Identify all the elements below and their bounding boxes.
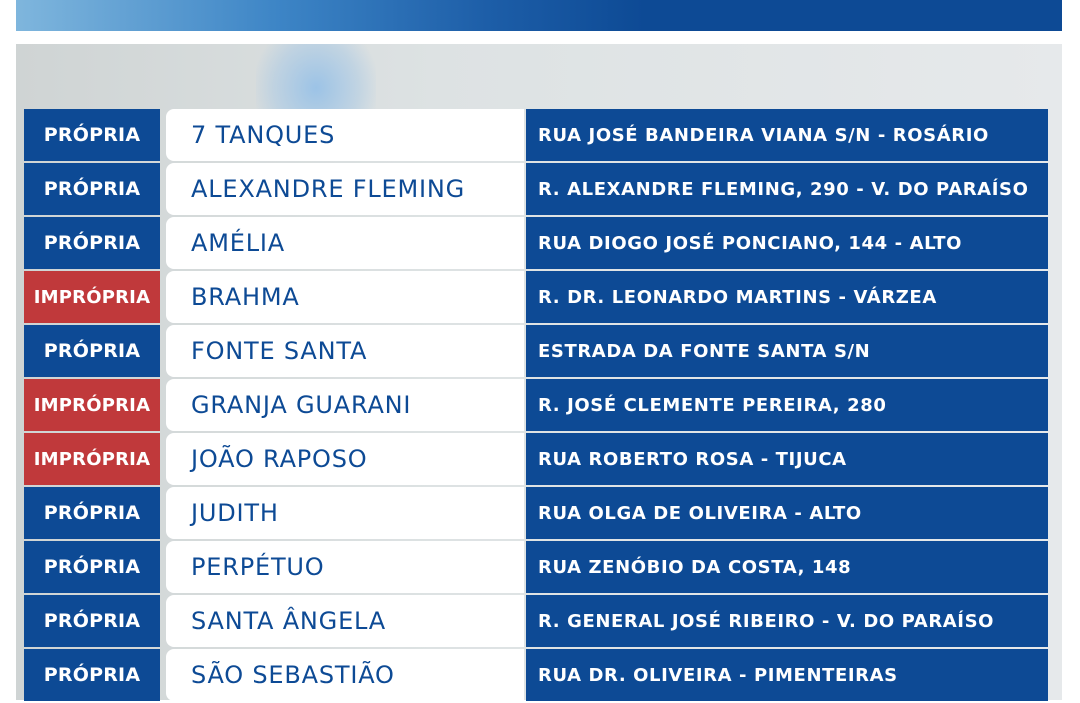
status-badge: PRÓPRIA [24, 487, 160, 539]
table-row: IMPRÓPRIA GRANJA GUARANI R. JOSÉ CLEMENTE … [24, 379, 1048, 431]
table-row: IMPRÓPRIA BRAHMA R. DR. LEONARDO MARTINS -… [24, 271, 1048, 323]
source-name: JOÃO RAPOSO [166, 433, 524, 485]
source-address: R. JOSÉ CLEMENTE PEREIRA, 280 [526, 379, 1048, 431]
source-name: ALEXANDRE FLEMING [166, 163, 524, 215]
source-name: FONTE SANTA [166, 325, 524, 377]
header-banner-image [16, 0, 1062, 31]
status-badge: PRÓPRIA [24, 649, 160, 701]
table-row: PRÓPRIA SANTA ÂNGELA R. GENERAL JOSÉ RIBEI… [24, 595, 1048, 647]
status-badge: IMPRÓPRIA [24, 433, 160, 485]
status-badge: PRÓPRIA [24, 325, 160, 377]
table-row: PRÓPRIA 7 TANQUES RUA JOSÉ BANDEIRA VIANA … [24, 109, 1048, 161]
source-name: GRANJA GUARANI [166, 379, 524, 431]
status-badge: IMPRÓPRIA [24, 271, 160, 323]
source-address: RUA ZENÓBIO DA COSTA, 148 [526, 541, 1048, 593]
table-row: PRÓPRIA FONTE SANTA ESTRADA DA FONTE SANTA… [24, 325, 1048, 377]
source-address: RUA DR. OLIVEIRA - PIMENTEIRAS [526, 649, 1048, 701]
table-row: PRÓPRIA JUDITH RUA OLGA DE OLIVEIRA - ALTO [24, 487, 1048, 539]
status-badge: IMPRÓPRIA [24, 379, 160, 431]
source-address: RUA JOSÉ BANDEIRA VIANA S/N - ROSÁRIO [526, 109, 1048, 161]
status-badge: PRÓPRIA [24, 217, 160, 269]
status-badge: PRÓPRIA [24, 163, 160, 215]
status-badge: PRÓPRIA [24, 541, 160, 593]
water-sources-table: PRÓPRIA 7 TANQUES RUA JOSÉ BANDEIRA VIANA … [24, 109, 1048, 703]
table-row: PRÓPRIA SÃO SEBASTIÃO RUA DR. OLIVEIRA - P… [24, 649, 1048, 701]
source-name: AMÉLIA [166, 217, 524, 269]
source-address: ESTRADA DA FONTE SANTA S/N [526, 325, 1048, 377]
table-row: PRÓPRIA PERPÉTUO RUA ZENÓBIO DA COSTA, 148 [24, 541, 1048, 593]
status-badge: PRÓPRIA [24, 109, 160, 161]
source-name: SANTA ÂNGELA [166, 595, 524, 647]
status-badge: PRÓPRIA [24, 595, 160, 647]
source-address: R. ALEXANDRE FLEMING, 290 - V. DO PARAÍS… [526, 163, 1048, 215]
source-name: SÃO SEBASTIÃO [166, 649, 524, 701]
source-name: JUDITH [166, 487, 524, 539]
source-address: RUA ROBERTO ROSA - TIJUCA [526, 433, 1048, 485]
source-address: R. DR. LEONARDO MARTINS - VÁRZEA [526, 271, 1048, 323]
source-name: 7 TANQUES [166, 109, 524, 161]
source-address: RUA OLGA DE OLIVEIRA - ALTO [526, 487, 1048, 539]
table-row: PRÓPRIA AMÉLIA RUA DIOGO JOSÉ PONCIANO, 14… [24, 217, 1048, 269]
source-address: R. GENERAL JOSÉ RIBEIRO - V. DO PARAÍSO [526, 595, 1048, 647]
source-name: PERPÉTUO [166, 541, 524, 593]
source-name: BRAHMA [166, 271, 524, 323]
table-row: IMPRÓPRIA JOÃO RAPOSO RUA ROBERTO ROSA - T… [24, 433, 1048, 485]
source-address: RUA DIOGO JOSÉ PONCIANO, 144 - ALTO [526, 217, 1048, 269]
table-row: PRÓPRIA ALEXANDRE FLEMING R. ALEXANDRE FLE… [24, 163, 1048, 215]
